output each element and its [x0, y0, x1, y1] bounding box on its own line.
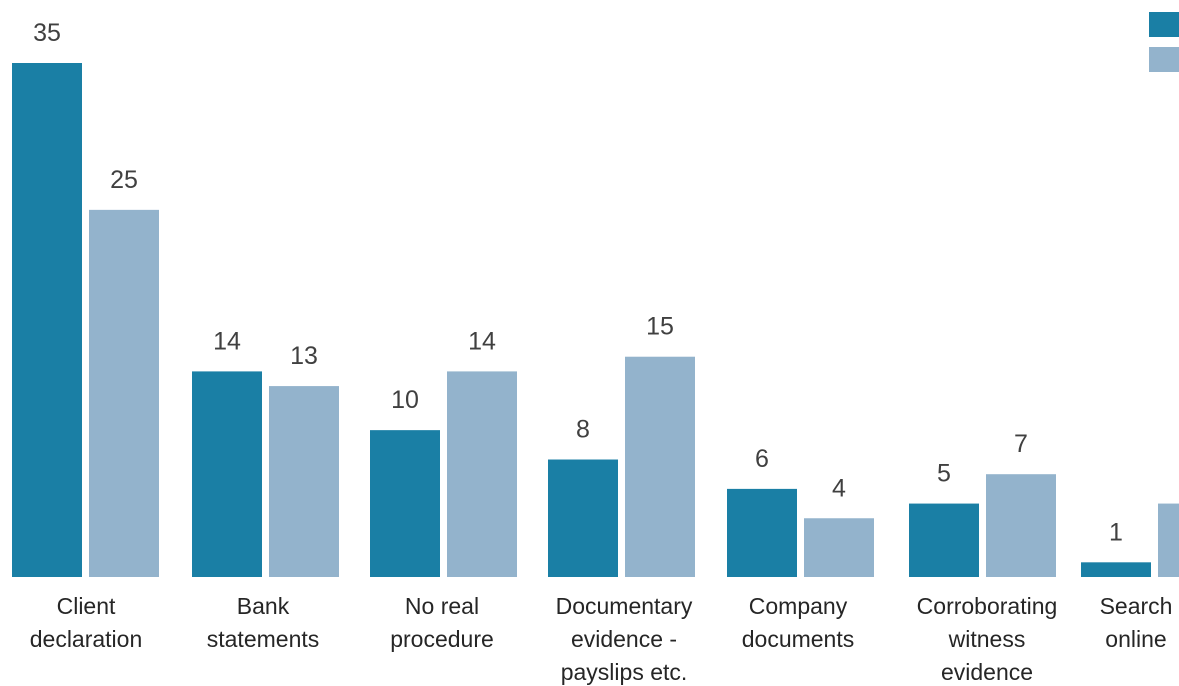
bars-group	[12, 63, 1179, 577]
category-label-6: Corroborating witness evidence	[917, 593, 1058, 685]
bar-series-1-category-4	[548, 459, 618, 577]
bar-series-1-category-3	[370, 430, 440, 577]
value-label-series-2-category-4: 15	[646, 313, 674, 341]
value-label-series-2-category-2: 13	[290, 342, 318, 370]
bar-series-2-category-7	[1158, 503, 1179, 577]
bar-series-2-category-5	[804, 518, 874, 577]
value-label-series-1-category-7: 1	[1109, 518, 1123, 546]
value-label-series-1-category-1: 35	[33, 19, 61, 47]
value-label-series-2-category-1: 25	[110, 166, 138, 194]
legend-swatch-series-2	[1149, 47, 1179, 72]
bar-series-1-category-6	[909, 503, 979, 577]
value-label-series-1-category-6: 5	[937, 460, 951, 488]
category-label-7: Search online	[1100, 593, 1173, 652]
bar-series-1-category-5	[727, 488, 797, 577]
bar-series-1-category-2	[192, 371, 262, 577]
bar-series-2-category-3	[447, 371, 517, 577]
category-label-4: Documentary evidence -payslips etc.	[556, 593, 693, 685]
bar-series-2-category-1	[89, 209, 159, 577]
category-label-3: No real procedure	[390, 593, 494, 652]
bar-series-1-category-7	[1081, 562, 1151, 577]
value-label-series-2-category-3: 14	[468, 327, 496, 355]
value-labels-group: 351410865125131415475	[33, 19, 1123, 546]
value-label-series-2-category-6: 7	[1014, 430, 1028, 458]
legend	[1149, 12, 1179, 72]
category-label-1: Client declaration	[30, 593, 143, 652]
value-label-series-2-category-5: 4	[832, 474, 846, 502]
category-label-2: Bank statements	[207, 593, 320, 652]
value-label-series-1-category-3: 10	[391, 386, 419, 414]
category-label-5: Company documents	[742, 593, 855, 652]
value-label-series-1-category-5: 6	[755, 445, 769, 473]
bar-series-2-category-2	[269, 386, 339, 577]
bar-series-2-category-6	[986, 474, 1056, 577]
value-label-series-1-category-2: 14	[213, 327, 241, 355]
legend-swatch-series-1	[1149, 12, 1179, 37]
category-labels-group: Client declaration Bank statements No real pr…	[30, 593, 1173, 685]
bar-series-1-category-1	[12, 63, 82, 577]
bar-series-2-category-4	[625, 356, 695, 577]
value-label-series-1-category-4: 8	[576, 416, 590, 444]
